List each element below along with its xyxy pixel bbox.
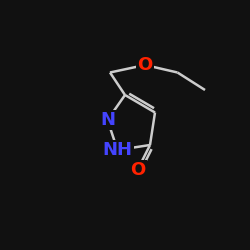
Text: O: O	[130, 161, 145, 179]
Text: O: O	[138, 56, 152, 74]
Text: NH: NH	[102, 141, 132, 159]
Text: N: N	[100, 111, 115, 129]
